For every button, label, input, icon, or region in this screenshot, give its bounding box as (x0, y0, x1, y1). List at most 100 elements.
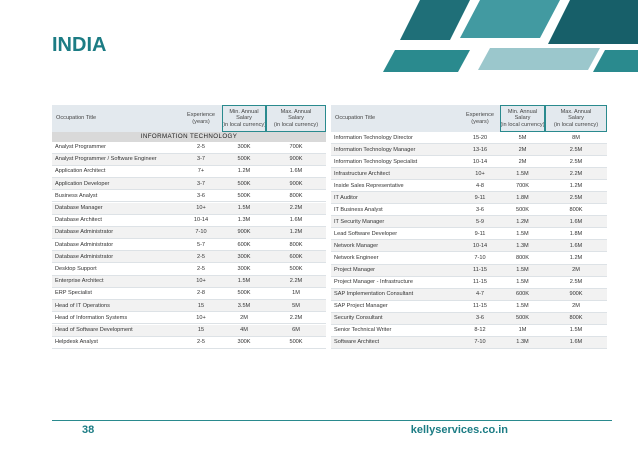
header-line: Salary (236, 115, 252, 122)
header-line: Salary (288, 115, 304, 122)
value-cell: 900K (545, 288, 607, 301)
header-line: Max. Annual (280, 108, 312, 115)
value-cell: 15-20 (460, 132, 500, 145)
value-cell: 1.8M (500, 192, 545, 205)
value-cell: 500K (266, 336, 326, 349)
site-url: kellyservices.co.in (410, 424, 508, 436)
value-cell: 4M (222, 324, 266, 337)
value-cell: 1.5M (545, 324, 607, 337)
occupation-cell: IT Auditor (331, 192, 460, 205)
header-line: Salary (568, 115, 584, 122)
header-line: Min. Annual (507, 108, 538, 115)
occupation-cell: Infrastructure Architect (331, 168, 460, 181)
value-cell: 4-7 (460, 288, 500, 301)
column-header: Occupation Title (52, 105, 180, 132)
value-cell: 2-5 (180, 141, 222, 154)
header-line: Occupation Title (56, 115, 97, 122)
header-line: (in local currency) (500, 121, 545, 128)
occupation-cell: Head of Information Systems (52, 312, 180, 325)
banner-art (383, 0, 638, 72)
occupation-cell: Information Technology Specialist (331, 156, 460, 169)
value-cell: 11-15 (460, 264, 500, 277)
value-cell: 1.5M (222, 202, 266, 215)
header-line: Salary (514, 115, 531, 122)
value-cell: 4-8 (460, 180, 500, 193)
occupation-cell: ERP Specialist (52, 287, 180, 301)
value-cell: 600K (500, 288, 545, 301)
value-cell: 1.2M (222, 165, 266, 179)
occupation-cell: Database Administrator (52, 251, 180, 264)
footer-rule (52, 420, 612, 421)
header-line: Experience (466, 112, 494, 119)
value-cell: 1.6M (266, 165, 326, 179)
value-cell: 1M (266, 287, 326, 301)
value-cell: 300K (222, 263, 266, 276)
occupation-cell: Application Architect (52, 165, 180, 179)
value-cell: 2M (545, 300, 607, 313)
value-cell: 15 (180, 300, 222, 313)
value-cell: 3-7 (180, 178, 222, 191)
value-cell: 7-10 (460, 252, 500, 265)
occupation-cell: Analyst Programmer / Software Engineer (52, 153, 180, 166)
value-cell: 3-6 (180, 190, 222, 203)
occupation-cell: Business Analyst (52, 190, 180, 203)
occupation-cell: Project Manager (331, 264, 460, 277)
value-cell: 600K (266, 251, 326, 264)
occupation-cell: IT Business Analyst (331, 204, 460, 217)
value-cell: 1.5M (222, 275, 266, 288)
value-cell: 900K (266, 153, 326, 166)
value-cell: 1.6M (545, 336, 607, 349)
value-cell: 2-8 (180, 287, 222, 301)
value-cell: 5M (500, 132, 545, 145)
occupation-cell: Lead Software Developer (331, 228, 460, 241)
occupation-cell: Network Manager (331, 240, 460, 253)
value-cell: 1.2M (500, 216, 545, 229)
occupation-cell: Database Architect (52, 214, 180, 227)
value-cell: 2.5M (545, 144, 607, 157)
value-cell: 600K (222, 239, 266, 252)
value-cell: 10+ (180, 275, 222, 288)
value-cell: 10-14 (460, 156, 500, 169)
value-cell: 2M (222, 312, 266, 325)
value-cell: 800K (545, 204, 607, 217)
value-cell: 2.5M (545, 192, 607, 205)
value-cell: 2.2M (545, 168, 607, 181)
header-line: (years) (192, 118, 210, 125)
value-cell: 9-11 (460, 228, 500, 241)
value-cell: 8M (545, 132, 607, 145)
value-cell: 1.5M (500, 264, 545, 277)
value-cell: 1.5M (500, 228, 545, 241)
value-cell: 800K (266, 239, 326, 252)
value-cell: 500K (222, 153, 266, 166)
value-cell: 500K (500, 204, 545, 217)
value-cell: 900K (266, 178, 326, 191)
occupation-cell: Desktop Support (52, 263, 180, 276)
value-cell: 1.5M (500, 168, 545, 181)
occupation-cell: Analyst Programmer (52, 141, 180, 154)
occupation-cell: Project Manager - Infrastructure (331, 276, 460, 289)
value-cell: 1.2M (266, 226, 326, 240)
occupation-cell: Database Administrator (52, 226, 180, 240)
value-cell: 5-9 (460, 216, 500, 229)
occupation-cell: Database Administrator (52, 239, 180, 252)
value-cell: 500K (222, 178, 266, 191)
value-cell: 3.5M (222, 300, 266, 313)
header-line: (years) (471, 118, 489, 125)
occupation-cell: Application Developer (52, 178, 180, 191)
value-cell: 800K (266, 190, 326, 203)
value-cell: 1M (500, 324, 545, 337)
section-header: INFORMATION TECHNOLOGY (52, 132, 326, 142)
value-cell: 800K (545, 312, 607, 325)
value-cell: 11-15 (460, 276, 500, 289)
occupation-cell: Senior Technical Writer (331, 324, 460, 337)
value-cell: 8-12 (460, 324, 500, 337)
header-line: (in local currency) (273, 121, 319, 128)
value-cell: 2-5 (180, 251, 222, 264)
value-cell: 300K (222, 336, 266, 349)
value-cell: 10+ (460, 168, 500, 181)
value-cell: 300K (222, 141, 266, 154)
page-number: 38 (82, 424, 95, 436)
value-cell: 500K (500, 312, 545, 325)
value-cell: 1.6M (545, 216, 607, 229)
